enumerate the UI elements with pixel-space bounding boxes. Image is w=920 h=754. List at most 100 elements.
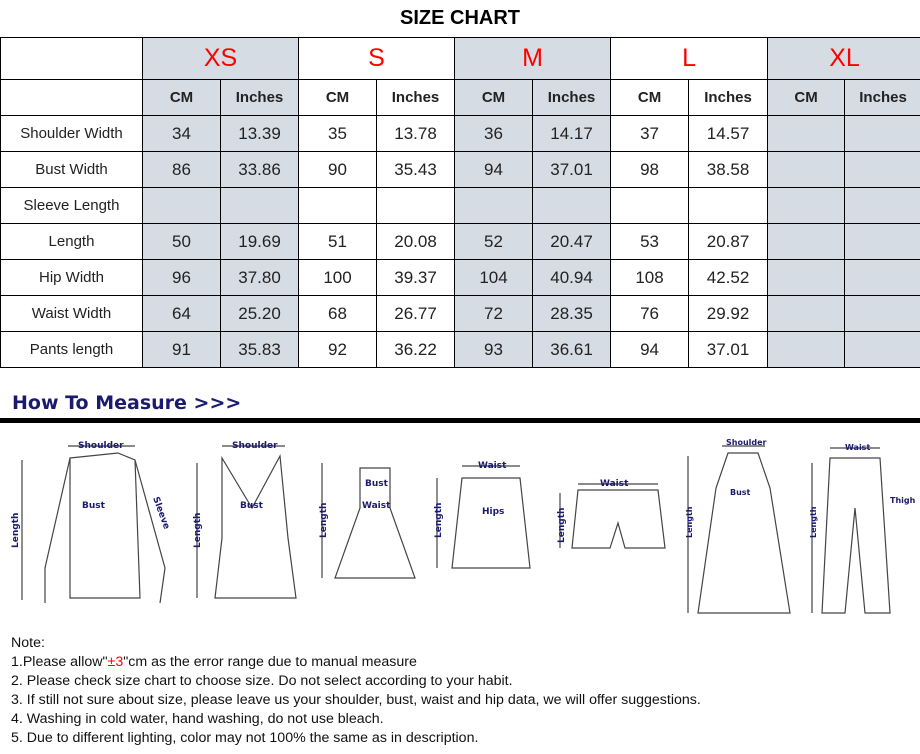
table-cell: 20.47 (532, 223, 612, 260)
table-cell (767, 187, 846, 224)
shirt-diagram: Shoulder Bust Length Sleeve (11, 441, 171, 604)
table-cell: 34 (142, 115, 221, 152)
svg-text:Hips: Hips (482, 507, 504, 517)
table-cell (767, 331, 846, 368)
size-header-row: XS S M L XL (0, 37, 920, 80)
table-cell: 39.37 (376, 259, 456, 296)
table-cell: 90 (298, 151, 378, 188)
table-cell (142, 187, 221, 224)
table-cell: 76 (610, 295, 690, 332)
table-row: Hip Width 96 37.80 100 39.37 104 40.94 108 42.52 (0, 259, 920, 296)
svg-text:Thigh: Thigh (890, 496, 916, 505)
size-header-m: M (454, 37, 612, 80)
svg-text:Bust: Bust (730, 488, 751, 497)
table-cell: 35.83 (219, 331, 300, 368)
svg-text:Waist: Waist (600, 479, 629, 489)
table-row: Pants length 91 35.83 92 36.22 93 36.61 94 37.01 (0, 331, 920, 368)
shorts-diagram: Waist Length (557, 479, 666, 549)
table-cell: 42.52 (688, 259, 769, 296)
size-chart-table: XS S M L XL CM Inches CM Inches CM Inches CM Inches C… (0, 37, 920, 368)
measurement-diagrams: Shoulder Bust Length Sleeve Shoulder Bus… (11, 438, 916, 614)
note-3: 3. If still not sure about size, please … (11, 692, 701, 708)
svg-text:Waist: Waist (478, 461, 507, 471)
table-cell: 13.78 (376, 115, 456, 152)
table-row: Bust Width 86 33.86 90 35.43 94 37.01 98 38.58 (0, 151, 920, 188)
note-4: 4. Washing in cold water, hand washing, … (11, 711, 384, 727)
unit-header: Inches (532, 79, 612, 116)
table-cell (376, 187, 456, 224)
size-header-xl: XL (767, 37, 920, 80)
table-cell: 37.80 (219, 259, 300, 296)
table-cell: 92 (298, 331, 378, 368)
table-cell: 52 (454, 223, 534, 260)
table-cell: 94 (610, 331, 690, 368)
unit-header: Inches (376, 79, 456, 116)
table-cell: 50 (142, 223, 221, 260)
table-cell: 53 (610, 223, 690, 260)
table-cell (610, 187, 690, 224)
svg-text:Length: Length (319, 503, 329, 538)
unit-header: CM (767, 79, 846, 116)
table-cell (767, 223, 846, 260)
table-cell: 91 (142, 331, 221, 368)
size-header-s: S (298, 37, 456, 80)
table-cell: 37.01 (532, 151, 612, 188)
table-cell (767, 151, 846, 188)
table-row: Waist Width 64 25.20 68 26.77 72 28.35 76 29.92 (0, 295, 920, 332)
table-cell (844, 331, 920, 368)
table-cell: 19.69 (219, 223, 300, 260)
table-cell (454, 187, 534, 224)
unit-header-row: CM Inches CM Inches CM Inches CM Inches CM Inches (0, 79, 920, 116)
svg-text:Waist: Waist (362, 501, 391, 511)
table-cell (844, 223, 920, 260)
unit-header: Inches (844, 79, 920, 116)
note-1: 1.Please allow"±3"cm as the error range … (11, 654, 417, 670)
table-cell: 72 (454, 295, 534, 332)
table-cell (298, 187, 378, 224)
table-cell: 98 (610, 151, 690, 188)
notes-heading: Note: (11, 635, 45, 651)
table-cell: 20.08 (376, 223, 456, 260)
table-row: Length 50 19.69 51 20.08 52 20.47 53 20.87 (0, 223, 920, 260)
row-label: Bust Width (0, 151, 143, 188)
tank-diagram: Shoulder Bust Length (193, 441, 297, 599)
unit-header: Inches (688, 79, 769, 116)
table-cell: 37 (610, 115, 690, 152)
page-title: SIZE CHART (400, 7, 520, 29)
how-to-measure-heading: How To Measure >>> (12, 392, 242, 414)
table-cell: 36 (454, 115, 534, 152)
table-cell (532, 187, 612, 224)
table-cell: 33.86 (219, 151, 300, 188)
unit-header: CM (298, 79, 378, 116)
table-cell: 37.01 (688, 331, 769, 368)
table-cell (844, 187, 920, 224)
table-cell: 13.39 (219, 115, 300, 152)
table-cell: 51 (298, 223, 378, 260)
table-cell: 35 (298, 115, 378, 152)
row-label: Length (0, 223, 143, 260)
table-cell: 64 (142, 295, 221, 332)
table-cell: 20.87 (688, 223, 769, 260)
coat-diagram: Shoulder Bust Length (685, 438, 791, 614)
size-header-l: L (610, 37, 769, 80)
table-cell: 94 (454, 151, 534, 188)
table-cell: 86 (142, 151, 221, 188)
svg-text:Length: Length (809, 506, 818, 538)
svg-text:Length: Length (557, 508, 567, 543)
table-cell: 68 (298, 295, 378, 332)
divider (0, 418, 920, 423)
table-cell: 38.58 (688, 151, 769, 188)
table-cell: 26.77 (376, 295, 456, 332)
table-cell: 35.43 (376, 151, 456, 188)
table-cell (844, 115, 920, 152)
svg-text:Length: Length (434, 503, 444, 538)
table-cell: 96 (142, 259, 221, 296)
table-cell: 104 (454, 259, 534, 296)
table-cell (767, 295, 846, 332)
table-cell: 25.20 (219, 295, 300, 332)
note-2: 2. Please check size chart to choose siz… (11, 673, 513, 689)
svg-text:Shoulder: Shoulder (726, 438, 767, 447)
svg-text:Length: Length (193, 513, 203, 548)
unit-header: CM (142, 79, 221, 116)
table-cell: 29.92 (688, 295, 769, 332)
